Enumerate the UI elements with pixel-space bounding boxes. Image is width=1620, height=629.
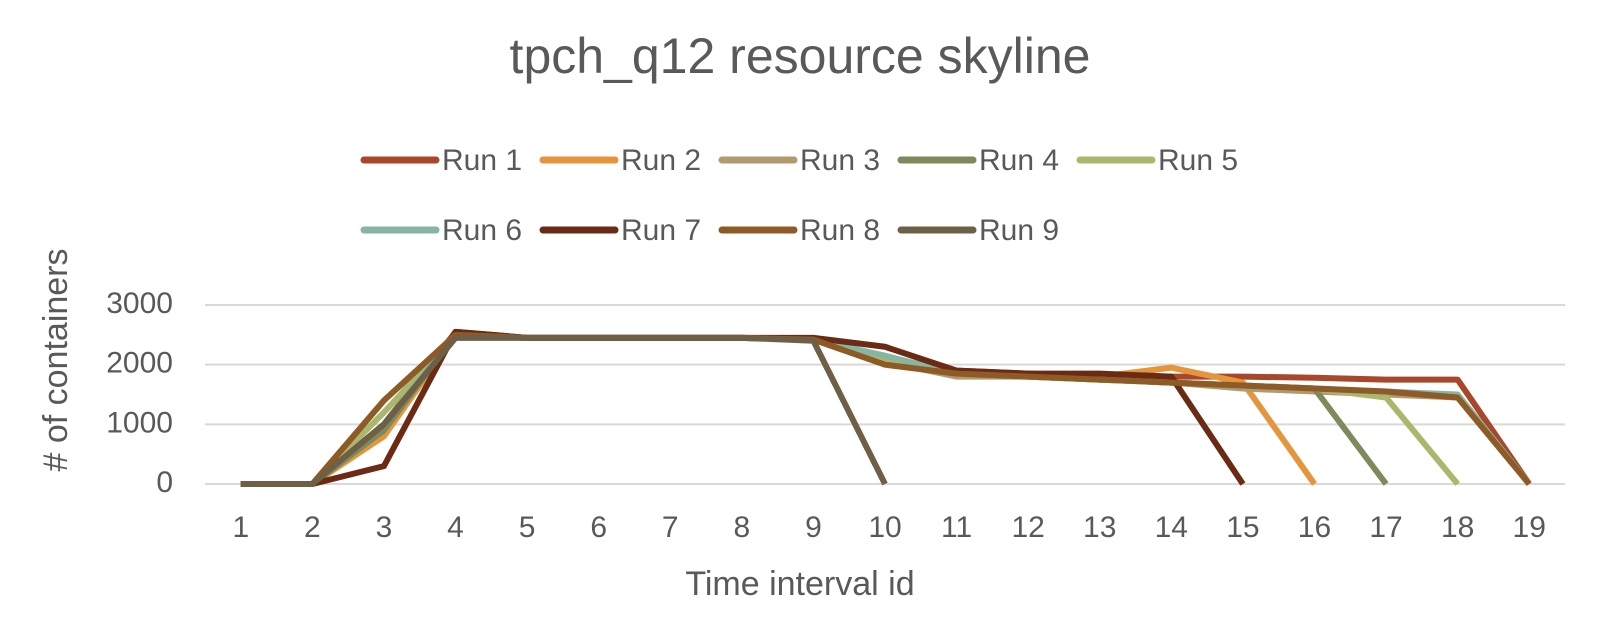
legend-label: Run 6 <box>442 214 522 247</box>
x-tick-label: 1 <box>232 511 249 544</box>
legend-label: Run 9 <box>979 214 1059 247</box>
x-tick-label: 17 <box>1369 511 1402 544</box>
legend-label: Run 2 <box>621 144 701 177</box>
x-tick-label: 11 <box>941 511 972 544</box>
x-tick-label: 15 <box>1226 511 1259 544</box>
legend-label: Run 4 <box>979 144 1059 177</box>
x-tick-label: 18 <box>1441 511 1474 544</box>
x-tick-label: 19 <box>1513 511 1546 544</box>
y-tick-label: 0 <box>156 466 173 499</box>
x-tick-label: 2 <box>304 511 321 544</box>
x-tick-label: 9 <box>805 511 822 544</box>
legend-label: Run 8 <box>800 214 880 247</box>
x-tick-label: 13 <box>1083 511 1116 544</box>
series-line <box>240 334 888 487</box>
legend-label: Run 1 <box>442 144 522 177</box>
x-tick-label: 3 <box>376 511 393 544</box>
x-tick-label: 14 <box>1155 511 1188 544</box>
x-tick-label: 10 <box>868 511 901 544</box>
x-tick-label: 8 <box>733 511 750 544</box>
x-tick-label: 4 <box>447 511 464 544</box>
y-axis-label: # of containers <box>37 248 75 471</box>
y-tick-label: 1000 <box>106 406 173 439</box>
x-tick-label: 12 <box>1011 511 1044 544</box>
y-tick-label: 3000 <box>106 287 173 320</box>
x-tick-label: 16 <box>1298 511 1331 544</box>
x-tick-label: 5 <box>519 511 536 544</box>
y-tick-label: 2000 <box>106 347 173 380</box>
legend-label: Run 3 <box>800 144 880 177</box>
legend-label: Run 7 <box>621 214 701 247</box>
chart-title: tpch_q12 resource skyline <box>510 28 1091 84</box>
x-tick-label: 6 <box>590 511 607 544</box>
x-axis-label: Time interval id <box>685 565 914 603</box>
x-tick-label: 7 <box>662 511 679 544</box>
legend-label: Run 5 <box>1158 144 1238 177</box>
